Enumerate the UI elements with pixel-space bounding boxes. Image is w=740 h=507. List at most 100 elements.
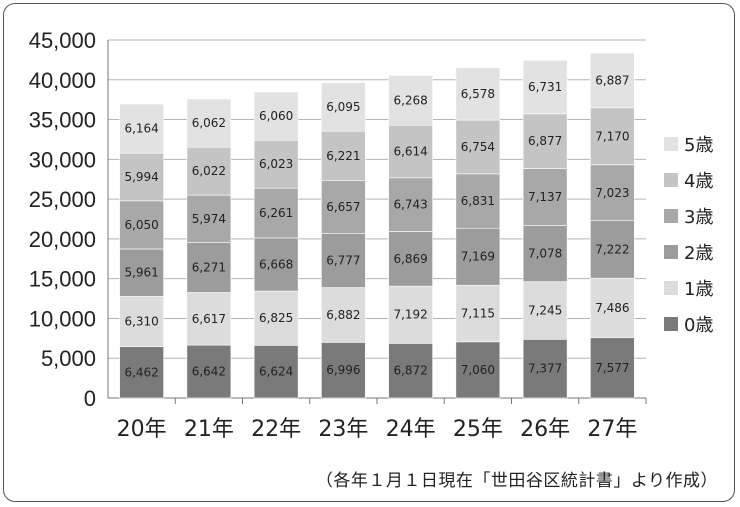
bar-segment [388,343,433,399]
legend-label: 5歳 [684,135,713,156]
bar-segment [321,82,366,132]
x-tick-label: 23年 [318,417,368,442]
legend-label: 4歳 [684,171,713,192]
bar-segment [590,277,635,339]
legend-swatch [664,209,678,223]
x-tick-label: 26年 [520,417,570,442]
data-label: 7,169 [461,250,495,264]
bar-segment [522,168,568,226]
data-label: 7,192 [393,308,427,322]
y-tick-label: 40,000 [29,68,96,93]
legend-swatch [664,245,678,259]
data-label: 6,831 [461,194,495,208]
data-label: 7,170 [595,129,629,143]
bar-segment [253,139,299,189]
data-label: 7,078 [528,247,562,261]
bar-segment [522,113,568,169]
x-tick-label: 27年 [587,417,637,442]
data-label: 6,869 [393,252,427,266]
data-label: 6,614 [393,145,427,159]
bar-segment [522,60,568,115]
bar-segment [186,146,232,196]
x-tick-label: 21年 [184,417,234,442]
data-label: 6,310 [124,314,158,328]
bar-segment [119,248,164,297]
legend-label: 0歳 [684,315,713,336]
data-label: 6,023 [259,157,293,171]
bar-segment [186,98,232,148]
data-label: 5,994 [124,170,158,184]
legend-swatch [664,281,678,295]
data-label: 6,060 [259,109,293,123]
bar-segment [119,296,164,347]
bar-segment [388,124,433,179]
data-label: 6,221 [326,149,360,163]
x-tick-label: 20年 [117,417,167,442]
y-tick-label: 35,000 [29,108,96,133]
x-tick-label: 22年 [251,417,301,442]
data-label: 6,887 [595,73,629,87]
data-label: 5,961 [124,266,158,280]
bar-segment [186,242,232,293]
x-tick-label: 24年 [386,417,436,442]
bar-segment [321,233,366,288]
bar-segment [321,342,366,399]
data-label: 6,872 [393,364,427,378]
bar-segment [186,344,232,399]
y-tick-label: 20,000 [29,227,96,252]
data-label: 7,486 [595,301,629,315]
data-label: 6,642 [192,365,226,379]
data-label: 6,731 [528,80,562,94]
data-label: 6,062 [192,116,226,130]
bar-segment [590,52,635,109]
bar-segment [455,119,501,175]
data-label: 6,882 [326,308,360,322]
data-label: 6,261 [259,206,293,220]
bar-segment [522,339,568,399]
legend-label: 1歳 [684,279,713,300]
legend-swatch [664,317,678,331]
bar-segment [321,130,366,182]
data-label: 6,617 [192,312,226,326]
bar-segment [590,107,635,166]
data-label: 6,777 [326,254,360,268]
bar-segment [253,345,299,399]
source-note: （各年１月１日現在「世田谷区統計書」より作成） [315,471,718,491]
data-label: 6,743 [393,198,427,212]
bar-segment [253,290,299,346]
data-label: 6,164 [124,122,158,136]
bar-segment [119,103,164,154]
data-label: 6,271 [192,261,226,275]
data-label: 7,137 [528,190,562,204]
bar-segment [253,187,299,239]
data-label: 6,996 [326,363,360,377]
data-label: 7,060 [461,363,495,377]
legend-label: 3歳 [684,207,713,228]
bar-segment [253,237,299,292]
bar-segment [388,231,433,287]
bar-segment [321,180,366,234]
bar-segment [590,337,635,399]
bar-segment [590,164,635,222]
legend-swatch [664,173,678,187]
y-tick-label: 15,000 [29,267,96,292]
data-label: 7,577 [595,361,629,375]
data-label: 6,825 [259,311,293,325]
data-label: 7,222 [595,242,629,256]
bar-segment [119,200,164,250]
y-tick-label: 10,000 [29,306,96,331]
bar-segment [455,227,501,286]
y-tick-label: 25,000 [29,187,96,212]
data-label: 7,245 [528,303,562,317]
bar-segment [455,341,501,399]
data-label: 6,877 [528,134,562,148]
data-label: 7,377 [528,362,562,376]
data-label: 6,462 [124,365,158,379]
data-label: 6,624 [259,365,293,379]
y-tick-label: 0 [84,386,96,411]
data-label: 6,578 [461,87,495,101]
data-label: 6,095 [326,100,360,114]
data-label: 6,754 [461,140,495,154]
legend-swatch [664,137,678,151]
